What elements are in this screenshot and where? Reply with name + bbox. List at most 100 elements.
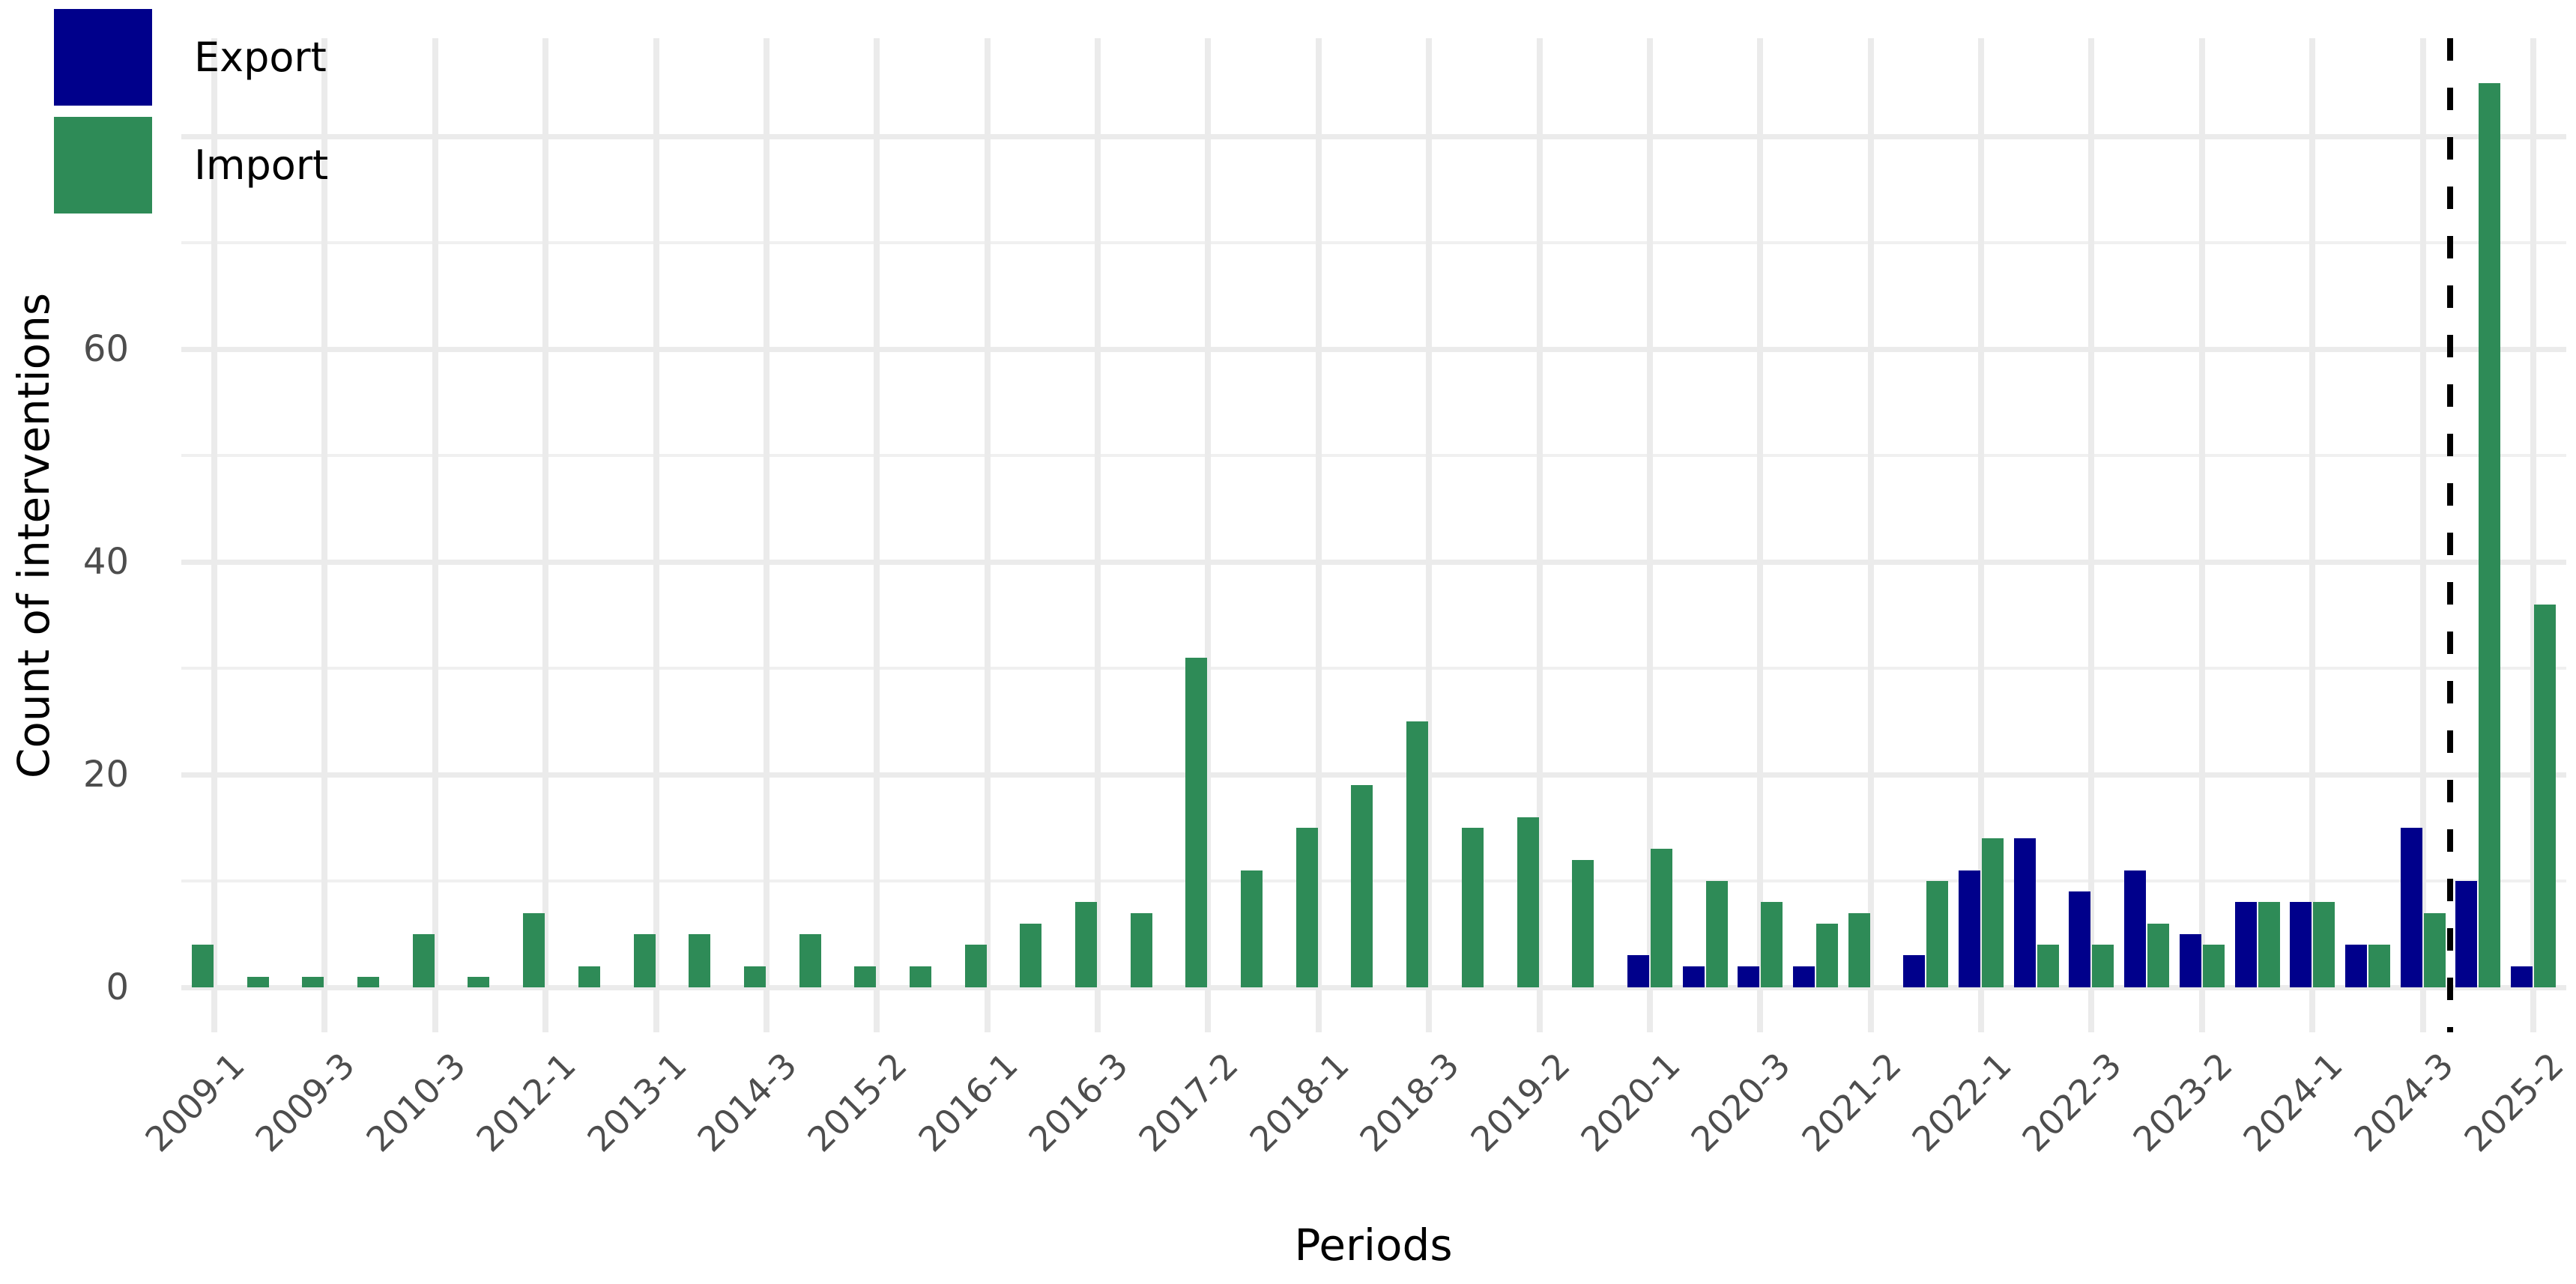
x-tick-label-2009-1: 2009-1 — [137, 1044, 253, 1160]
gridline-x-2019-2 — [1536, 38, 1543, 1032]
gridline-x-2015-2 — [874, 38, 880, 1032]
bar-export-32 — [1959, 870, 1981, 987]
bar-import-3 — [357, 976, 380, 987]
bar-import-33 — [2037, 945, 2059, 987]
gridline-x-2009-3 — [321, 38, 328, 1032]
bar-import-10 — [743, 966, 766, 987]
legend-swatch-import — [54, 117, 152, 214]
x-tick-label-2016-3: 2016-3 — [1021, 1044, 1136, 1160]
bar-import-31 — [1926, 881, 1949, 987]
bar-export-41 — [2455, 881, 2478, 987]
x-tick-label-2021-2: 2021-2 — [1794, 1044, 1909, 1160]
x-tick-label-2020-3: 2020-3 — [1683, 1044, 1799, 1160]
x-tick-label-2023-2: 2023-2 — [2125, 1044, 2240, 1160]
bar-import-2 — [302, 976, 324, 987]
bar-import-7 — [578, 966, 600, 987]
bar-import-18 — [1185, 657, 1208, 987]
bar-import-12 — [854, 966, 877, 987]
bar-import-24 — [1517, 817, 1539, 987]
gridline-x-2018-3 — [1426, 38, 1433, 1032]
dashed-reference-line — [2447, 38, 2454, 1032]
bar-import-30 — [1848, 912, 1870, 987]
bar-import-34 — [2092, 945, 2114, 987]
gridline-x-2020-1 — [1646, 38, 1653, 1032]
bar-import-36 — [2202, 945, 2225, 987]
gridline-x-2016-1 — [984, 38, 991, 1032]
bar-import-27 — [1705, 881, 1728, 987]
gridline-x-2014-3 — [763, 38, 770, 1032]
bar-export-31 — [1903, 955, 1926, 987]
y-tick-label-40: 40 — [82, 541, 129, 583]
gridline-y-60 — [181, 347, 2566, 352]
x-tick-label-2024-1: 2024-1 — [2235, 1044, 2350, 1160]
y-tick-label-20: 20 — [82, 754, 129, 796]
plot-panel — [181, 38, 2566, 1032]
gridline-y-40 — [181, 560, 2566, 565]
legend-swatch-export — [54, 9, 152, 106]
x-tick-label-2015-2: 2015-2 — [799, 1044, 916, 1160]
bar-export-27 — [1682, 966, 1705, 987]
bar-import-41 — [2479, 83, 2501, 987]
bar-import-4 — [412, 934, 435, 987]
bar-import-6 — [523, 912, 545, 987]
x-tick-label-2014-3: 2014-3 — [689, 1044, 805, 1160]
bar-import-11 — [799, 934, 821, 987]
legend-label-import: Import — [194, 142, 329, 189]
gridline-y-10 — [181, 879, 2566, 882]
y-tick-label-0: 0 — [106, 966, 129, 1008]
x-tick-label-2022-1: 2022-1 — [1904, 1044, 2019, 1160]
x-tick-label-2016-1: 2016-1 — [910, 1044, 1026, 1160]
bar-export-37 — [2234, 902, 2257, 987]
gridline-x-2010-3 — [432, 38, 438, 1032]
gridline-x-2024-3 — [2419, 38, 2426, 1032]
y-tick-label-60: 60 — [82, 328, 129, 370]
gridline-x-2023-2 — [2198, 38, 2205, 1032]
gridline-x-2018-1 — [1315, 38, 1322, 1032]
bar-import-29 — [1816, 923, 1838, 987]
bar-import-28 — [1761, 902, 1783, 987]
bar-import-32 — [1982, 838, 2004, 987]
bar-export-39 — [2344, 945, 2367, 987]
bar-import-13 — [909, 966, 931, 987]
gridline-x-2020-3 — [1757, 38, 1764, 1032]
bar-import-1 — [247, 976, 269, 987]
gridline-x-2017-2 — [1205, 38, 1212, 1032]
gridline-y-80 — [181, 134, 2566, 139]
bar-import-20 — [1295, 828, 1318, 987]
bar-export-33 — [2013, 838, 2036, 987]
gridline-x-2022-3 — [2088, 38, 2095, 1032]
bar-export-28 — [1738, 966, 1760, 987]
legend-label-export: Export — [194, 34, 327, 81]
bar-import-17 — [1130, 912, 1152, 987]
bar-import-8 — [633, 934, 656, 987]
bar-export-40 — [2400, 828, 2422, 987]
bar-export-42 — [2510, 966, 2533, 987]
gridline-y-20 — [181, 772, 2566, 778]
bar-import-15 — [1020, 923, 1042, 987]
bar-import-14 — [964, 945, 987, 987]
gridline-x-2013-1 — [653, 38, 659, 1032]
x-tick-label-2018-3: 2018-3 — [1352, 1044, 1467, 1160]
x-tick-label-2010-3: 2010-3 — [358, 1044, 474, 1160]
legend-item-export: Export — [54, 9, 327, 106]
gridline-x-2022-1 — [1978, 38, 1985, 1032]
bar-import-42 — [2533, 604, 2556, 987]
bar-export-34 — [2069, 891, 2091, 987]
bar-import-5 — [468, 976, 490, 987]
y-axis-title: Count of interventions — [8, 292, 59, 779]
bar-export-29 — [1793, 966, 1815, 987]
gridline-y-30 — [181, 667, 2566, 670]
gridline-x-2016-3 — [1095, 38, 1101, 1032]
gridline-y-0 — [181, 985, 2566, 990]
x-tick-label-2009-3: 2009-3 — [247, 1044, 363, 1160]
bar-export-36 — [2179, 934, 2201, 987]
x-tick-label-2013-1: 2013-1 — [578, 1044, 695, 1160]
x-tick-label-2020-1: 2020-1 — [1573, 1044, 1688, 1160]
bar-import-26 — [1650, 849, 1672, 987]
bar-import-23 — [1461, 828, 1484, 987]
gridline-y-70 — [181, 241, 2566, 244]
bar-import-19 — [1241, 870, 1263, 987]
bar-import-35 — [2147, 923, 2170, 987]
x-tick-label-2017-2: 2017-2 — [1131, 1044, 1247, 1160]
